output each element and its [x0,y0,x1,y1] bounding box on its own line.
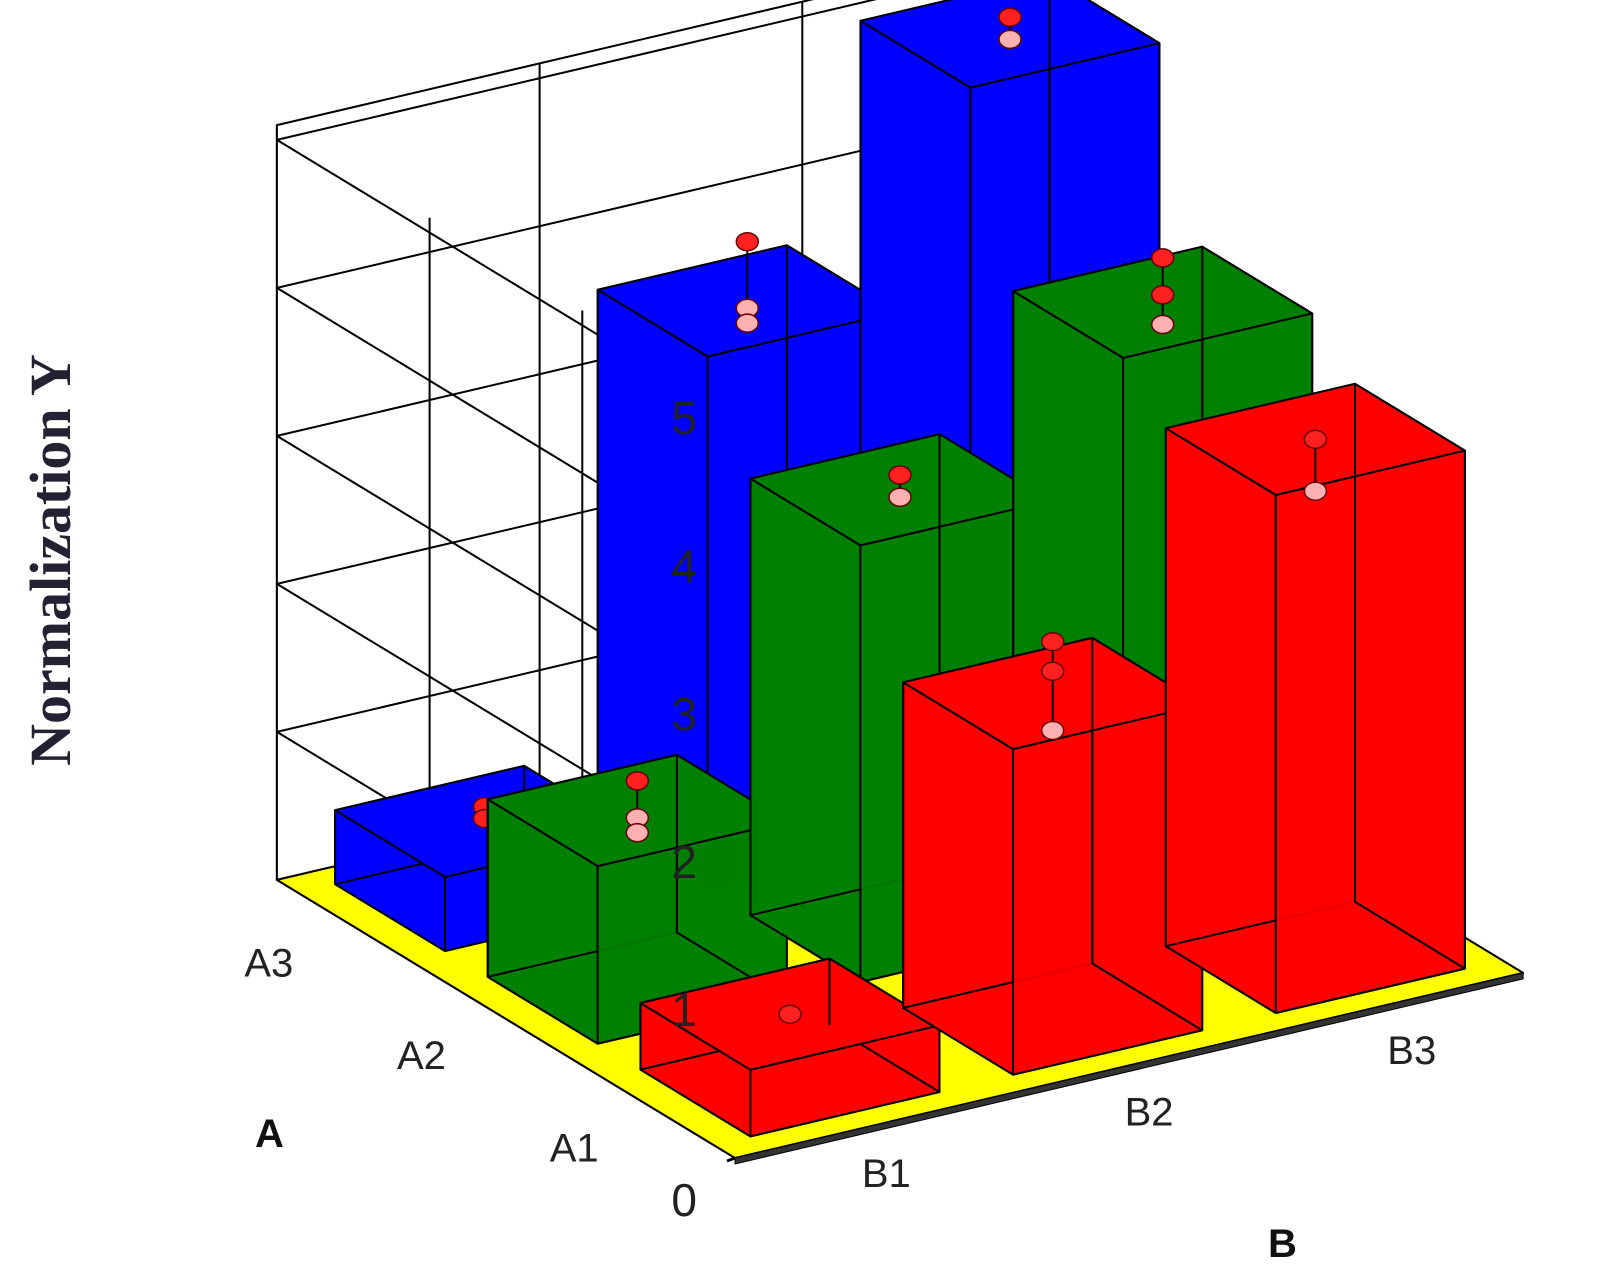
data-point [998,7,1022,27]
y-tick-label: 2 [671,836,697,888]
data-point [888,487,912,507]
data-point [998,29,1022,50]
y-tick-label: 4 [671,540,697,592]
a-category-label: A2 [397,1034,446,1078]
data-point [1303,481,1328,501]
chart-labels: 0 1 2 3 4 5 A3 A2 A1 B1 B2 B3 [244,392,1436,1226]
a-axis-name: A [255,1112,284,1156]
data-point [1150,314,1175,335]
a-category-label: A3 [244,941,293,985]
bar-A1-B1 [639,957,941,1138]
y-tick-label: 0 [671,1174,697,1226]
data-point [625,771,650,791]
data-point [1040,720,1065,741]
data-point [735,231,760,252]
y-axis-label: Normalization Y [18,354,83,766]
floor-edge [734,972,1524,1165]
data-point [778,1004,802,1024]
y-tick-label: 1 [671,984,697,1036]
data-point [1040,661,1065,682]
data-point [1150,248,1175,268]
y-tick-0 [726,1156,736,1163]
y-tick-label: 3 [671,688,697,740]
gridline-back-5 [276,0,877,141]
bar-A2-B1 [486,753,788,1045]
data-point [888,465,912,485]
data-point [1040,631,1065,652]
data-point [1150,285,1175,305]
y-tick-label: 5 [671,392,697,444]
bar-A1-B3 [1164,382,1466,1014]
a-category-label: A1 [550,1127,599,1171]
b-category-label: B1 [862,1152,911,1196]
data-point [625,822,650,843]
b-category-label: B2 [1125,1090,1174,1134]
chart-bars [334,0,1466,1138]
b-category-label: B3 [1387,1029,1436,1073]
data-point [735,313,760,333]
bar-A1-B2 [902,631,1204,1076]
b-axis-name: B [1268,1222,1297,1266]
data-point [1303,429,1328,450]
